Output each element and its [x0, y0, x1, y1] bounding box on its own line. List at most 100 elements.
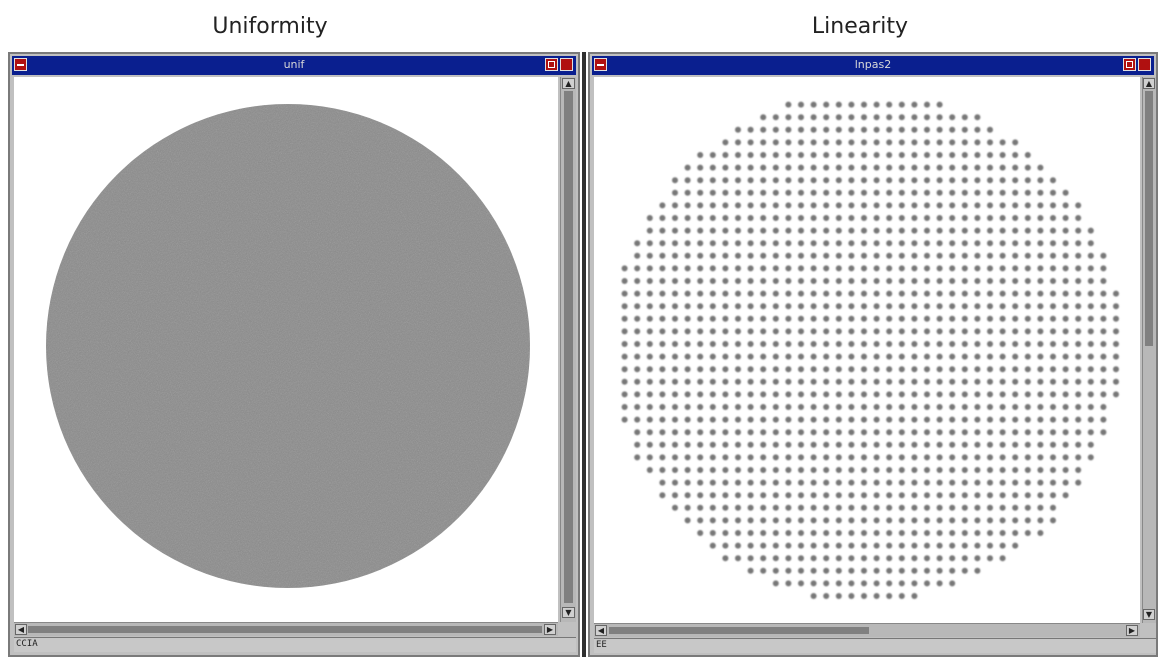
grid-dot [772, 567, 779, 574]
arrow-left-icon[interactable]: ◀ [15, 624, 27, 635]
system-menu-icon[interactable] [14, 58, 27, 71]
grid-dot [961, 278, 968, 284]
grid-dot [672, 416, 678, 423]
maximize-icon[interactable] [560, 58, 573, 71]
grid-dot [873, 252, 880, 259]
grid-dot [848, 265, 855, 272]
grid-dot [987, 454, 993, 461]
grid-dot [961, 215, 968, 221]
horizontal-scroll-thumb[interactable] [28, 626, 542, 633]
grid-dot [823, 441, 830, 448]
grid-dot [949, 265, 956, 272]
grid-dot [1037, 164, 1044, 171]
grid-dot [659, 366, 666, 373]
arrow-down-icon[interactable]: ▼ [562, 607, 575, 618]
grid-dot [823, 189, 830, 196]
arrow-right-icon[interactable]: ▶ [1126, 625, 1138, 636]
grid-dot [949, 328, 956, 335]
grid-dot [646, 240, 653, 247]
grid-dot [634, 328, 641, 335]
grid-dot [886, 492, 893, 499]
grid-dot [1024, 416, 1031, 423]
grid-dot [974, 114, 981, 121]
grid-dot [1012, 252, 1019, 259]
grid-dot [961, 429, 968, 436]
grid-dot [823, 467, 830, 473]
restore-icon[interactable] [545, 58, 558, 71]
grid-dot [810, 139, 817, 146]
grid-dot [1113, 328, 1119, 335]
vertical-scrollbar[interactable]: ▲ ▼ [560, 77, 576, 622]
titlebar[interactable]: unif [12, 56, 576, 75]
grid-dot [1062, 404, 1069, 410]
grid-dot [646, 441, 653, 448]
grid-dot [873, 341, 880, 347]
grid-dot [873, 567, 880, 574]
grid-dot [987, 555, 993, 562]
grid-dot [823, 492, 830, 499]
arrow-up-icon[interactable]: ▲ [562, 78, 575, 89]
grid-dot [709, 202, 716, 209]
grid-dot [672, 303, 678, 310]
grid-dot [924, 290, 930, 297]
arrow-right-icon[interactable]: ▶ [544, 624, 556, 635]
grid-dot [1050, 504, 1056, 511]
grid-dot [772, 265, 779, 272]
linearity-image [621, 101, 1119, 599]
grid-dot [861, 215, 867, 221]
grid-dot [772, 164, 779, 171]
grid-dot [961, 303, 968, 310]
grid-dot [974, 328, 981, 335]
grid-dot [634, 416, 641, 423]
vertical-scroll-thumb[interactable] [1145, 91, 1153, 346]
grid-dot [949, 341, 956, 347]
horizontal-scroll-thumb[interactable] [609, 627, 869, 634]
window-title: unif [283, 58, 305, 71]
grid-dot [924, 567, 930, 574]
grid-dot [936, 126, 943, 133]
titlebar[interactable]: lnpas2 [592, 56, 1154, 75]
vertical-scrollbar[interactable]: ▲ ▼ [1142, 77, 1156, 623]
grid-dot [1012, 492, 1019, 499]
grid-dot [747, 530, 754, 536]
grid-dot [722, 391, 729, 398]
grid-dot [697, 341, 704, 347]
grid-dot [911, 492, 918, 499]
restore-icon[interactable] [1123, 58, 1136, 71]
grid-dot [999, 378, 1006, 385]
grid-dot [672, 429, 678, 436]
grid-dot [735, 341, 741, 347]
grid-dot [987, 152, 993, 158]
caption-linearity: Linearity [811, 14, 909, 39]
grid-dot [621, 290, 628, 297]
grid-dot [873, 504, 880, 511]
horizontal-scrollbar[interactable]: ◀ ▶ [14, 622, 558, 636]
grid-dot [672, 202, 678, 209]
system-menu-icon[interactable] [594, 58, 607, 71]
grid-dot [1062, 202, 1069, 209]
grid-dot [697, 479, 704, 486]
grid-dot [835, 215, 842, 221]
arrow-up-icon[interactable]: ▲ [1143, 78, 1155, 89]
maximize-icon[interactable] [1138, 58, 1151, 71]
grid-dot [785, 315, 792, 322]
grid-dot [785, 479, 792, 486]
grid-dot [999, 429, 1006, 436]
grid-dot [886, 542, 893, 549]
grid-dot [987, 278, 993, 284]
vertical-scroll-thumb[interactable] [564, 91, 573, 603]
grid-dot [1024, 328, 1031, 335]
grid-dot [672, 353, 678, 360]
grid-dot [949, 479, 956, 486]
horizontal-scrollbar[interactable]: ◀ ▶ [594, 623, 1140, 637]
grid-dot [823, 114, 830, 121]
grid-dot [823, 202, 830, 209]
grid-dot [798, 353, 804, 360]
arrow-left-icon[interactable]: ◀ [595, 625, 607, 636]
grid-dot [886, 315, 893, 322]
grid-dot [987, 467, 993, 473]
grid-dot [861, 303, 867, 310]
grid-dot [961, 517, 968, 524]
arrow-down-icon[interactable]: ▼ [1143, 609, 1155, 620]
grid-dot [634, 341, 641, 347]
